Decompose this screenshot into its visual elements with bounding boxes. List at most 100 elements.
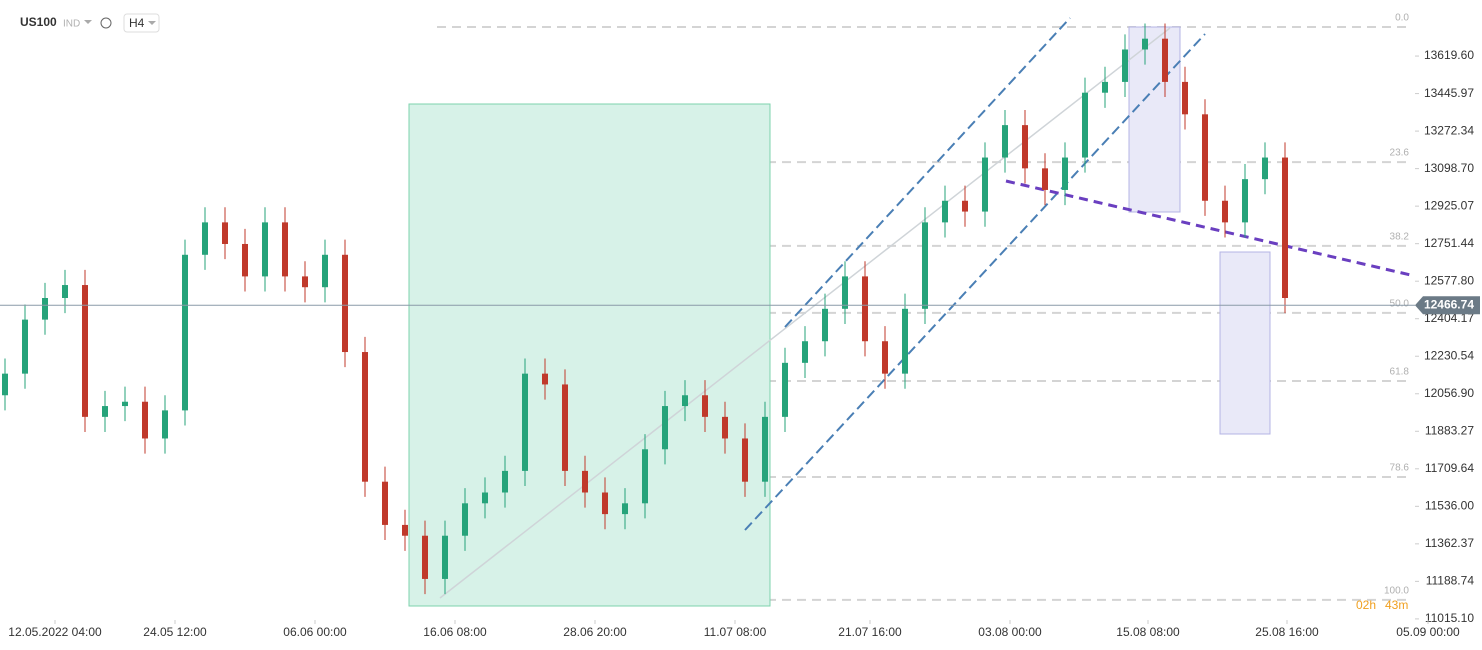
axes: 13619.60 13445.97 13272.34 13098.70 12925.07… [0,48,1480,639]
candle-body [1002,125,1008,158]
candle-body [102,406,108,417]
candle-body [782,362,788,417]
range-box [408,103,771,607]
candle-body [1182,81,1188,115]
candle-body [622,503,628,515]
dropdown-icon[interactable] [148,21,156,25]
range-box [1128,26,1181,213]
fib-label: 78.6 [1390,463,1410,474]
x-tick-label: 16.06 08:00 [423,625,487,639]
interval-button[interactable] [123,13,160,33]
y-tick-label: 13272.34 [1424,123,1474,137]
candle-body [742,438,748,482]
candle-body [642,449,648,504]
candle-body [62,285,68,299]
candle-body [82,285,88,417]
last-price-tag [1415,296,1480,315]
y-tick-label: 12404.17 [1424,311,1474,325]
fib-label: 50.0 [1390,299,1410,310]
x-tick-label: 28.06 20:00 [563,625,627,639]
candle-body [1202,114,1208,201]
channel-line [744,33,1206,531]
candle-body [1122,49,1128,82]
candle-body [842,276,848,309]
candle-body [362,352,368,482]
candle-body [1242,179,1248,223]
y-tick-label: 11536.00 [1425,499,1474,513]
y-tick-label: 11015.10 [1425,611,1474,625]
candle-body [462,503,468,536]
y-tick-label: 12230.54 [1424,348,1474,362]
fib-label: 0.0 [1395,13,1409,24]
fib-label: 38.2 [1390,232,1410,243]
countdown-minutes: 43m [1385,598,1408,612]
x-tick-label: 06.06 00:00 [283,625,347,639]
candle-body [1282,157,1288,299]
candle-body [702,395,708,417]
candle-body [942,200,948,223]
candle-body [982,157,988,212]
candle-body [1062,157,1068,190]
candle-body [1262,157,1268,180]
candle-body [542,373,548,385]
y-tick-label: 13445.97 [1424,86,1474,100]
y-tick-label: 11883.27 [1425,423,1474,437]
channel-line [784,17,1071,328]
x-tick-label: 11.07 08:00 [704,625,767,639]
x-tick-label: 12.05.2022 04:00 [8,625,102,639]
candle-body [882,341,888,374]
symbol[interactable]: US100 [20,15,57,29]
x-tick-label: 25.08 16:00 [1255,625,1319,639]
dropdown-icon[interactable] [84,20,92,24]
y-tick-label: 12577.80 [1424,273,1474,287]
y-tick-label: 12925.07 [1424,198,1474,212]
candle-body [342,254,348,353]
x-tick-label: 24.05 12:00 [143,625,207,639]
candle-body [682,395,688,407]
candle-body [1102,81,1108,93]
y-tick-label: 11362.37 [1425,536,1474,550]
candle-body [502,470,508,493]
candle-body [162,410,168,439]
candle-body [762,416,768,482]
candle-body [302,276,308,288]
candle-body [202,222,208,255]
candle-body [242,243,248,277]
x-tick-label: 21.07 16:00 [838,625,902,639]
candle-body [482,492,488,504]
candle-body [1082,92,1088,158]
x-tick-label: 15.08 08:00 [1116,625,1180,639]
candle-body [22,319,28,374]
support-line [1005,179,1416,278]
candle-body [1142,38,1148,50]
candle-body [2,373,8,396]
x-tick-label: 03.08 00:00 [978,625,1042,639]
y-tick-label: 13098.70 [1424,161,1474,175]
candle-body [922,222,928,309]
candle-body [902,308,908,374]
candle-body [562,384,568,471]
candle-body [602,492,608,515]
candle-body [822,308,828,342]
interval[interactable]: H4 [129,16,145,30]
candle-body [802,341,808,363]
y-tick-label: 11709.64 [1425,461,1474,475]
candle-body [522,373,528,471]
candle-body [122,401,128,407]
last-price-label: 12466.74 [1424,297,1474,311]
candle-body [662,406,668,450]
range-box [1219,251,1271,435]
candle-body [582,470,588,493]
candle-body [182,254,188,411]
trend-line [439,27,1171,599]
countdown-hours: 02h [1356,598,1376,612]
candle-body [262,222,268,277]
candle-body [862,276,868,342]
candle-body [142,401,148,439]
fib-label: 100.0 [1384,586,1409,597]
info-icon[interactable] [100,17,112,29]
candle-body [322,254,328,288]
candle-body [962,200,968,212]
fib-label: 61.8 [1390,367,1410,378]
